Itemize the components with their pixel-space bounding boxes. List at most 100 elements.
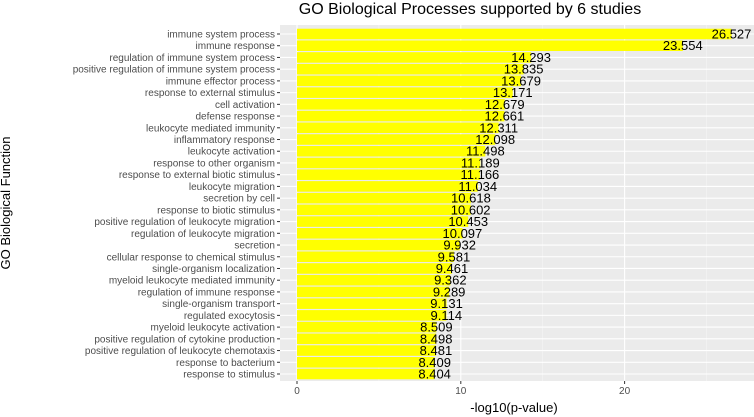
bar <box>297 181 478 192</box>
bar <box>297 145 486 157</box>
bar <box>297 134 496 145</box>
data-label: 14.293 <box>511 50 551 65</box>
data-label: 11.189 <box>461 155 500 170</box>
data-label: 9.362 <box>434 273 467 288</box>
bar <box>297 192 471 204</box>
bar <box>297 28 732 40</box>
data-label: 13.171 <box>493 85 533 100</box>
category-label: leukocyte mediated immunity <box>146 123 275 134</box>
category-label: single-organism transport <box>162 299 275 310</box>
value-labels: 26.52723.55414.29313.83513.67913.17112.6… <box>418 27 751 382</box>
data-label: 8.404 <box>418 367 451 382</box>
category-label: response to external biotic stimulus <box>119 170 275 181</box>
data-label: 9.289 <box>433 284 466 299</box>
bar <box>297 204 471 216</box>
data-label: 9.581 <box>438 249 471 264</box>
bar <box>297 216 469 227</box>
category-label: regulation of immune system process <box>109 53 275 64</box>
x-axis-ticks: 0 10 20 <box>294 381 631 397</box>
data-label: 8.409 <box>418 355 451 370</box>
bar <box>297 99 505 110</box>
category-label: secretion by cell <box>203 194 275 205</box>
category-label: inflammatory response <box>174 135 276 146</box>
bar <box>297 310 447 321</box>
data-label: 11.166 <box>460 167 499 182</box>
bar <box>297 263 452 274</box>
bar <box>297 274 451 286</box>
category-label: response to other organism <box>153 158 275 169</box>
data-label: 8.509 <box>420 320 453 335</box>
category-label: positive regulation of leukocyte migrati… <box>94 217 275 228</box>
category-label: positive regulation of immune system pro… <box>73 65 275 76</box>
category-label: regulation of leukocyte migration <box>131 229 275 240</box>
data-label: 9.131 <box>430 296 463 311</box>
category-label: immune effector process <box>166 76 275 87</box>
category-label: immune system process <box>167 30 275 41</box>
x-tick-label: 20 <box>619 386 631 397</box>
bar <box>297 286 450 298</box>
category-label: response to stimulus <box>183 370 275 381</box>
category-label: regulation of immune response <box>138 287 276 298</box>
bar <box>297 368 435 380</box>
data-label: 8.481 <box>420 343 453 358</box>
data-label: 10.097 <box>443 226 483 241</box>
data-label: 26.527 <box>712 27 752 42</box>
bar <box>297 110 505 122</box>
bar <box>297 87 513 98</box>
category-label: single-organism localization <box>152 264 275 275</box>
data-label: 11.034 <box>458 179 497 194</box>
category-label: regulated exocytosis <box>184 311 275 322</box>
bar <box>297 63 524 75</box>
category-label: defense response <box>195 112 275 123</box>
bar <box>297 169 480 180</box>
bars <box>297 28 732 380</box>
x-tick-label: 10 <box>455 386 467 397</box>
bar <box>297 75 522 87</box>
category-label: response to external stimulus <box>145 88 275 99</box>
bar <box>297 357 435 368</box>
bar <box>297 251 454 263</box>
data-label: 9.461 <box>436 261 469 276</box>
category-label: positive regulation of cytokine producti… <box>94 334 275 345</box>
category-label: positive regulation of leukocyte chemota… <box>85 346 275 357</box>
bar <box>297 40 683 51</box>
bar <box>297 333 437 345</box>
bar <box>297 345 436 356</box>
category-label: cellular response to chemical stimulus <box>107 252 275 263</box>
data-label: 9.114 <box>430 308 462 323</box>
category-label: myeloid leukocyte mediated immunity <box>109 276 275 287</box>
category-label: response to biotic stimulus <box>157 205 275 216</box>
data-label: 12.679 <box>485 97 525 112</box>
data-label: 12.311 <box>479 120 518 135</box>
data-label: 10.453 <box>448 214 488 229</box>
bar <box>297 321 437 333</box>
data-label: 13.679 <box>501 73 541 88</box>
category-label: leukocyte activation <box>188 147 275 158</box>
category-label: myeloid leukocyte activation <box>150 323 275 334</box>
category-label: immune response <box>196 41 276 52</box>
data-label: 8.498 <box>420 331 453 346</box>
x-tick-label: 0 <box>294 386 300 397</box>
data-label: 23.554 <box>663 38 703 53</box>
category-label: leukocyte migration <box>189 182 275 193</box>
category-label: secretion <box>234 241 275 252</box>
bar <box>297 239 460 251</box>
bar <box>297 157 481 169</box>
y-axis-title: GO Biological Function <box>0 137 13 270</box>
data-label: 10.618 <box>451 191 491 206</box>
bar <box>297 122 499 134</box>
bar <box>297 228 463 239</box>
data-label: 12.661 <box>485 109 525 124</box>
category-label: response to bacterium <box>176 358 275 369</box>
data-label: 11.498 <box>466 144 505 159</box>
data-label: 13.835 <box>504 62 544 77</box>
bar <box>297 52 532 63</box>
bar <box>297 298 447 309</box>
data-label: 10.602 <box>451 202 491 217</box>
data-label: 9.932 <box>443 238 476 253</box>
x-axis-title: -log10(p-value) <box>470 400 557 415</box>
data-label: 12.098 <box>475 132 515 147</box>
